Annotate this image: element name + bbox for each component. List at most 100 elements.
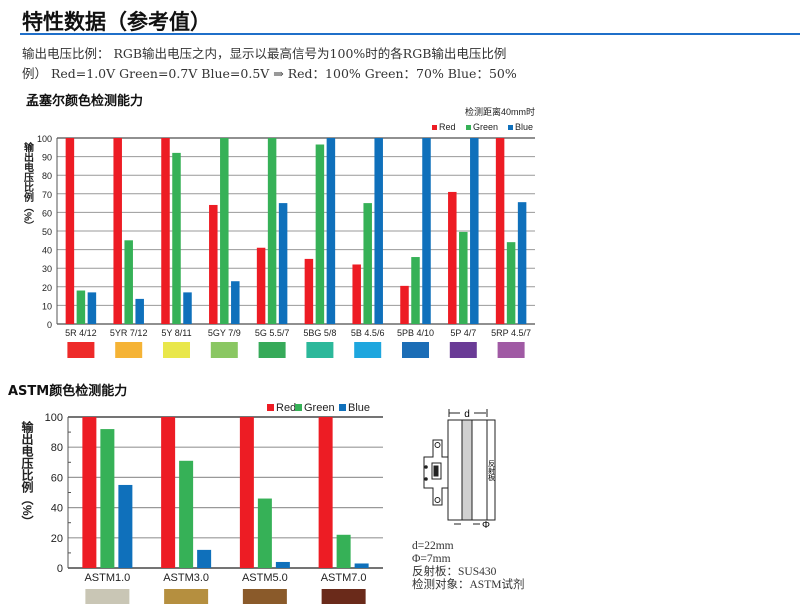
bar-blue: [87, 292, 97, 324]
bar-green: [363, 203, 372, 324]
bar-red: [161, 138, 170, 324]
bar-red: [82, 417, 97, 568]
bar-red: [256, 247, 266, 324]
y-axis-label: 输出电压比例（%）: [20, 420, 34, 528]
category-label: ASTM3.0: [163, 572, 209, 584]
y-tick-label: 10: [42, 301, 52, 311]
y-tick-label: 70: [42, 190, 52, 200]
y-tick-label: 50: [42, 227, 52, 237]
bar-blue: [470, 138, 479, 324]
y-tick-label: 20: [42, 283, 52, 293]
bar-green: [506, 242, 516, 324]
y-axis-label: 输出电压比例（%）: [22, 141, 35, 231]
bar-red: [400, 285, 409, 324]
y-tick-label: 20: [51, 533, 63, 545]
legend-swatch-blue: [508, 125, 513, 130]
legend-label-blue: Blue: [515, 122, 533, 132]
color-swatch: [210, 342, 238, 358]
bar-blue: [422, 138, 431, 324]
bar-red: [113, 138, 122, 324]
category-label: ASTM7.0: [321, 572, 367, 584]
y-tick-label: 0: [57, 563, 63, 575]
bar-green: [411, 257, 420, 324]
page-title: 特性数据（参考值）: [22, 10, 211, 34]
title-divider: [20, 33, 800, 35]
bar-green: [267, 138, 277, 324]
y-tick-label: 80: [42, 171, 52, 181]
bar-red: [318, 417, 333, 568]
munsell-chart: 0 10 20 30 40 50 60 70 80 90 100 5R 4/12 5YR 7/12 5Y …: [22, 106, 535, 358]
bar-green: [257, 498, 272, 568]
bar-green: [315, 144, 325, 324]
bar-blue: [197, 549, 212, 568]
bar-green: [124, 240, 133, 324]
color-swatch: [163, 342, 190, 358]
y-tick-label: 60: [42, 208, 52, 218]
category-label: 5P 4/7: [450, 328, 476, 338]
bar-blue: [275, 561, 290, 568]
category-label: 5PB 4/10: [397, 328, 434, 338]
legend-swatch-green: [466, 125, 471, 130]
chart-note: 检测距离40mm时: [465, 106, 535, 117]
category-label: 5B 4.5/6: [351, 328, 385, 338]
legend-label-blue: Blue: [348, 402, 370, 414]
bar-red: [448, 191, 457, 324]
y-tick-label: 90: [42, 153, 52, 163]
category-label: 5GY 7/9: [208, 328, 241, 338]
bar-blue: [118, 484, 133, 568]
color-swatch: [85, 589, 130, 604]
bar-blue: [354, 563, 369, 568]
y-tick-label: 30: [42, 264, 52, 274]
category-label: ASTM5.0: [242, 572, 288, 584]
bar-red: [352, 264, 361, 324]
bar-red: [209, 204, 218, 324]
color-swatch: [115, 342, 143, 358]
reflector-label: 反射板: [488, 459, 496, 482]
y-tick-label: 40: [42, 246, 52, 256]
category-label: 5BG 5/8: [303, 328, 336, 338]
color-swatch: [164, 589, 209, 604]
color-swatch: [321, 589, 366, 604]
y-tick-label: 40: [51, 503, 63, 515]
d-label: d: [464, 409, 470, 420]
astm-chart: 0 20 40 60 80 100 ASTM1.0 ASTM3.0 ASTM5.0 ASTM7.0…: [20, 402, 383, 604]
bar-red: [161, 417, 176, 568]
color-swatch: [258, 342, 286, 358]
color-swatch: [354, 342, 382, 358]
category-label: 5RP 4.5/7: [491, 328, 531, 338]
color-swatch: [67, 342, 95, 358]
spec-phi: Φ=7mm: [412, 553, 451, 565]
bar-red: [65, 138, 75, 324]
y-tick-label: 100: [45, 412, 63, 424]
color-swatch: [497, 342, 525, 358]
bar-blue: [278, 203, 288, 324]
y-tick-label: 100: [37, 134, 52, 144]
sensor-diagram: d Φ 反射板: [423, 409, 496, 531]
bar-green: [76, 290, 86, 324]
category-label: 5YR 7/12: [110, 328, 148, 338]
bar-blue: [517, 202, 527, 324]
category-label: 5R 4/12: [65, 328, 97, 338]
bar-green: [179, 460, 194, 568]
bar-red: [239, 417, 254, 568]
description-line-1: 输出电压比例： RGB输出电压之内，显示以最高信号为100%时的各RGB输出电压…: [22, 46, 507, 61]
spec-target: 检测对象：ASTM试剂: [412, 579, 525, 591]
bar-green: [336, 534, 351, 568]
category-label: 5G 5.5/7: [255, 328, 290, 338]
legend-label-red: Red: [439, 122, 456, 132]
y-tick-label: 80: [51, 442, 63, 454]
bar-green: [100, 429, 115, 568]
bar-green: [459, 231, 468, 324]
color-swatch: [402, 342, 429, 358]
color-swatch: [242, 589, 287, 604]
category-label: 5Y 8/11: [161, 328, 191, 338]
spec-reflector: 反射板：SUS430: [412, 566, 497, 578]
description-line-2: 例） Red=1.0V Green=0.7V Blue=0.5V ⇒ Red：1…: [22, 66, 517, 81]
color-swatch: [306, 342, 334, 358]
bar-blue: [231, 281, 240, 324]
bar-green: [172, 152, 181, 324]
color-swatch: [449, 342, 477, 358]
astm-chart-title: ASTM颜色检测能力: [8, 384, 128, 399]
y-tick-label: 60: [51, 472, 63, 484]
legend-swatch-blue: [339, 404, 346, 411]
